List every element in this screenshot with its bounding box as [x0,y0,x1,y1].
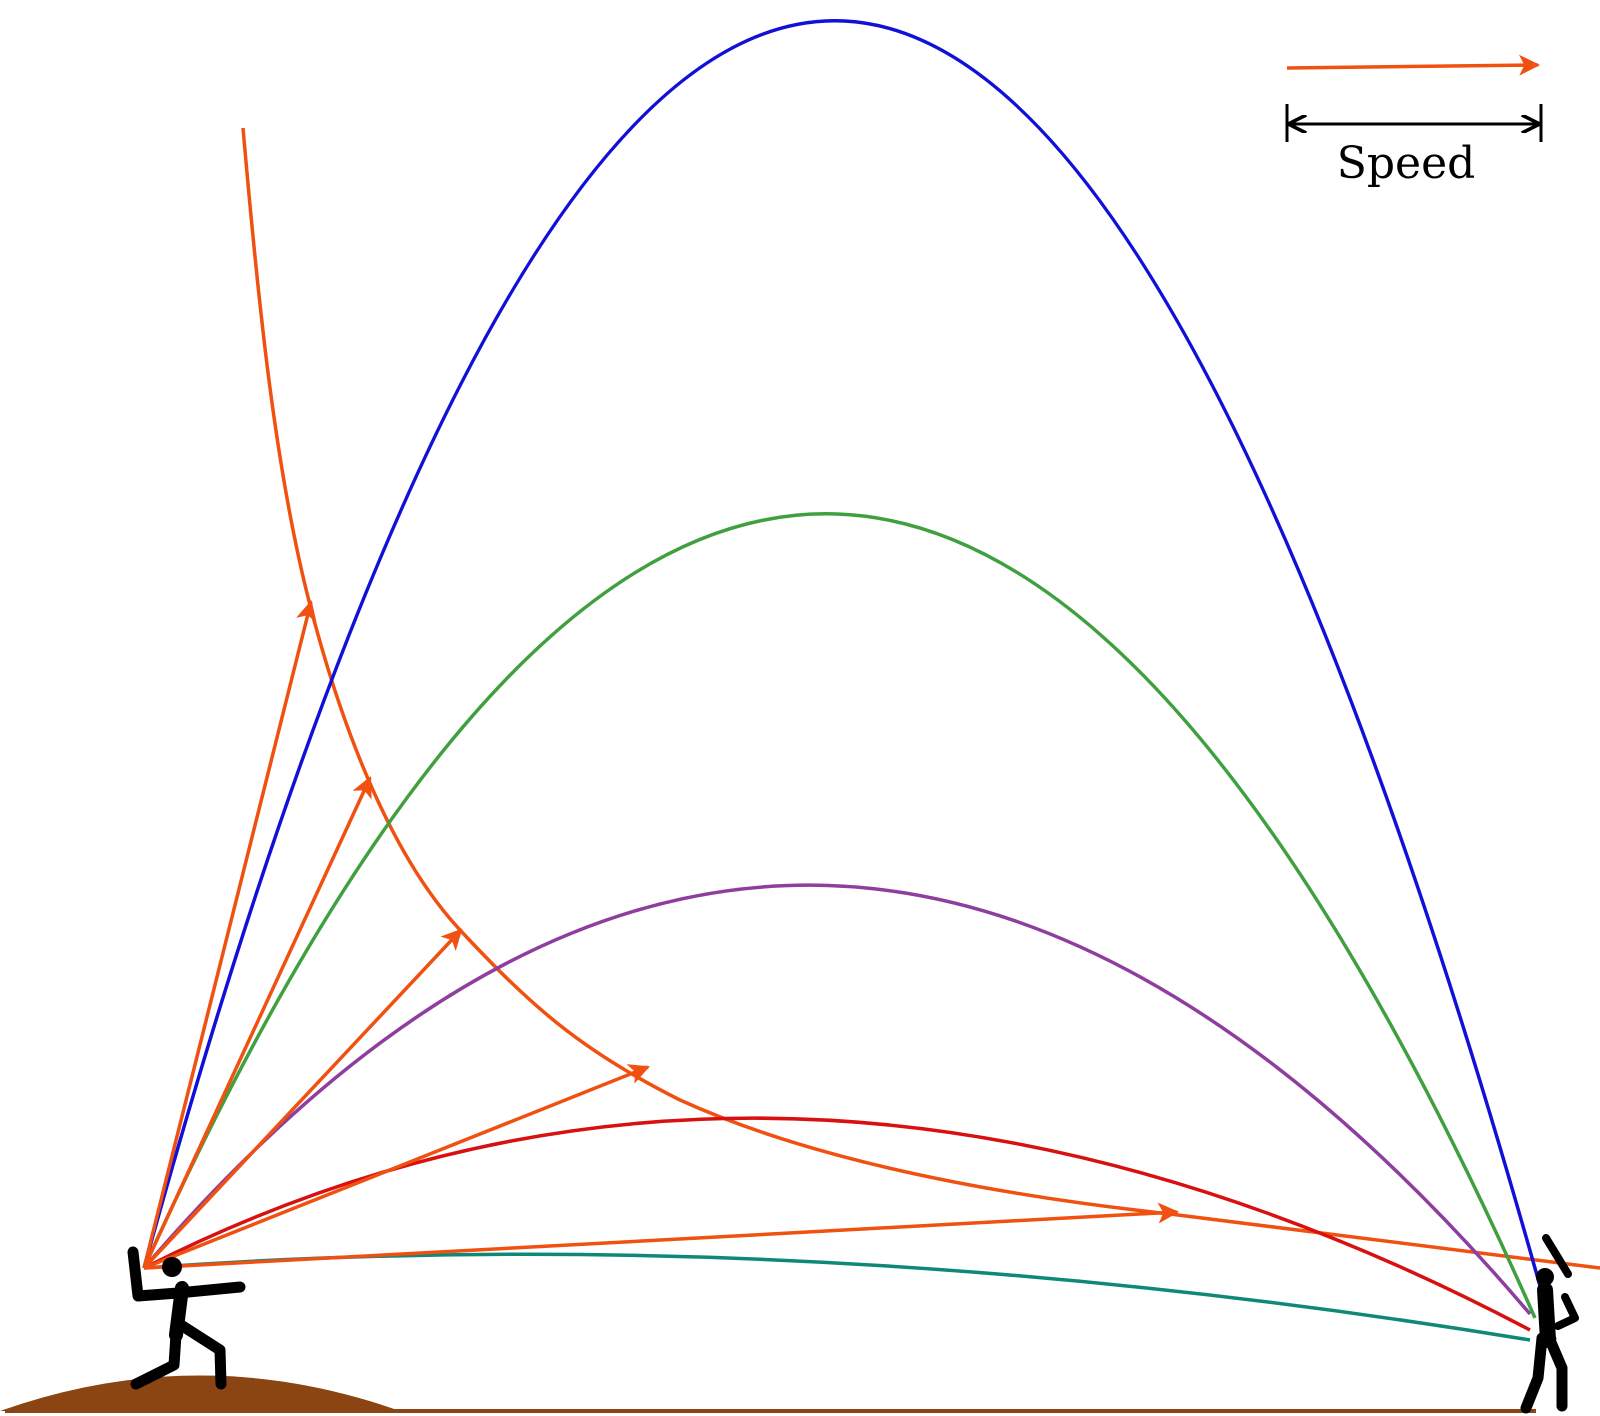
speed-vector-2 [142,776,372,1269]
speed-vector-5 [143,1202,1180,1270]
trajectory-purple [142,883,1532,1316]
speed-vector-3 [142,928,463,1270]
speed-legend: Speed [1285,54,1543,189]
trajectory-red [143,1116,1531,1332]
trajectory-blue [142,19,1557,1341]
speed-label: Speed [1337,138,1476,189]
speed-vector-4 [143,1064,650,1270]
legend-speed-arrow [1286,54,1541,76]
pitcher-figure-icon [127,1246,246,1390]
pitchers-mound [0,1375,400,1411]
speed-vector-1 [142,599,317,1269]
trajectory-teal [143,1252,1531,1342]
trajectory-green [142,512,1537,1319]
speed-envelope-curve [241,127,1600,1270]
batter-figure-icon [1520,1234,1579,1414]
